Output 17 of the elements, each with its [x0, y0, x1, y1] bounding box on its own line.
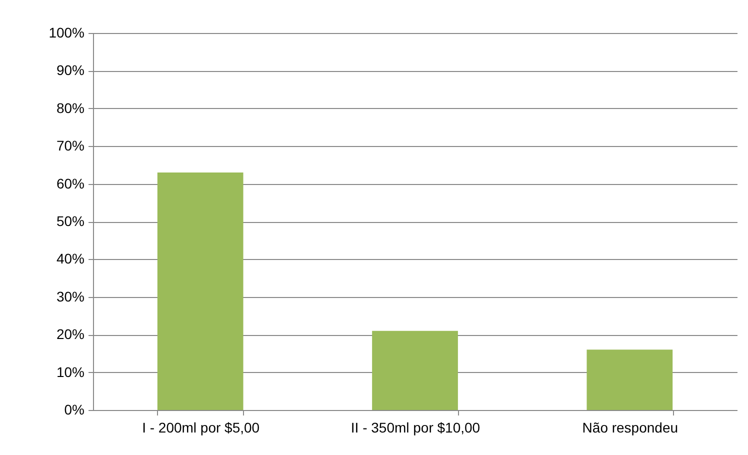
bar: [157, 172, 244, 410]
y-tick-label: 90%: [56, 62, 84, 78]
y-tick-label: 70%: [56, 138, 84, 154]
y-tick-label: 0%: [64, 402, 84, 418]
x-tick-label: Não respondeu: [582, 420, 678, 436]
bar: [372, 330, 458, 410]
y-tick-label: 10%: [56, 364, 84, 380]
y-tick-label: 100%: [48, 24, 84, 40]
y-tick-label: 40%: [56, 250, 84, 267]
y-tick-label: 30%: [56, 288, 84, 304]
x-tick-label: I - 200ml por $5,00: [142, 420, 260, 436]
y-tick-label: 50%: [56, 213, 84, 229]
bar: [586, 350, 673, 410]
x-tick-label: II - 350ml por $10,00: [350, 420, 480, 436]
y-tick-label: 60%: [56, 175, 84, 192]
y-tick-label: 80%: [56, 100, 84, 116]
y-tick-label: 20%: [56, 326, 84, 342]
